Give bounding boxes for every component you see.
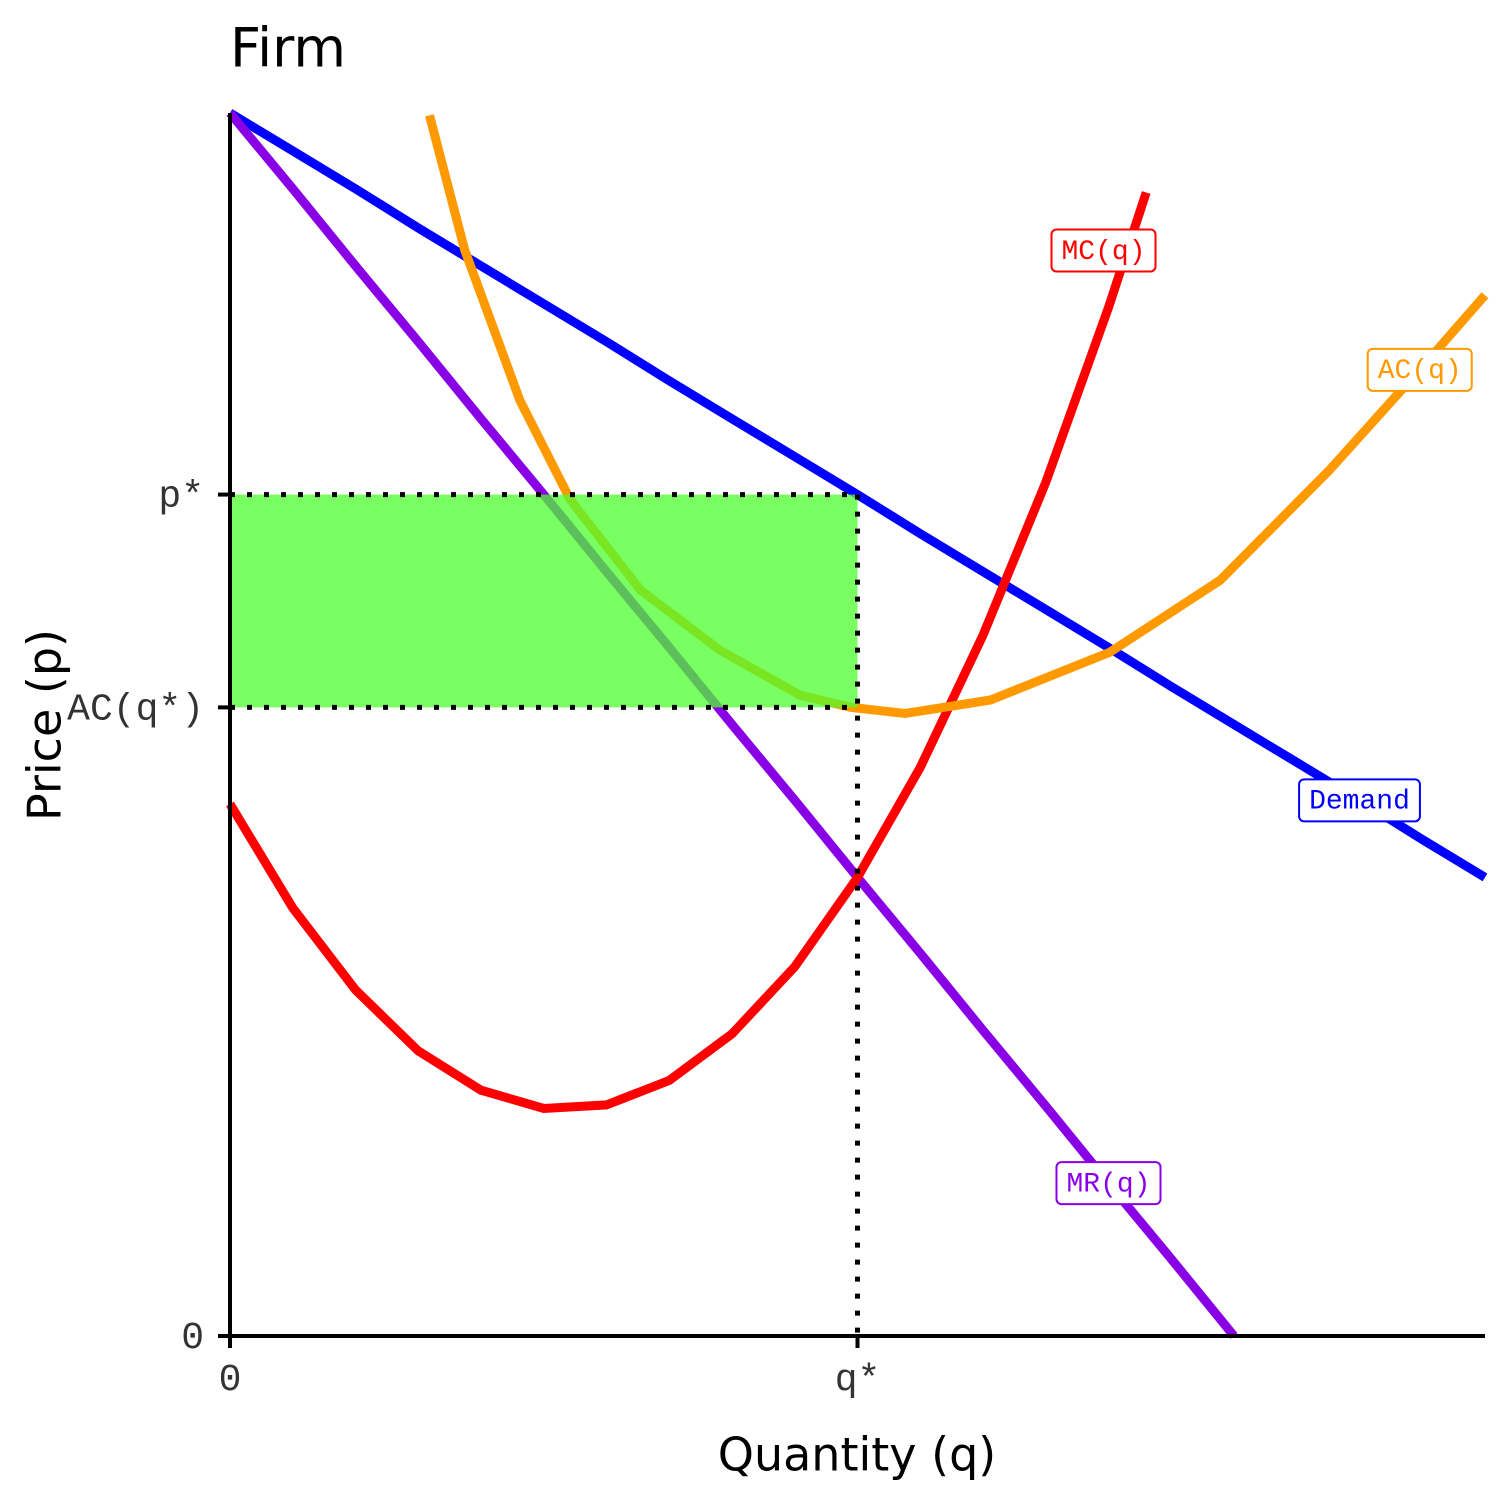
curve <box>425 114 1489 719</box>
series-label: MC(q) <box>1061 237 1145 268</box>
curve-label: Demand <box>1298 778 1421 823</box>
y-tick-label: 0 <box>181 1317 204 1360</box>
series-label: AC(q) <box>1378 356 1462 387</box>
guides <box>230 492 860 1336</box>
curve <box>226 191 1151 1114</box>
curve <box>226 110 1238 1339</box>
profit-area <box>230 494 858 708</box>
axes: 0 AC(q*) p* 0 q* <box>67 113 1485 1402</box>
y-axis-title: Price (p) <box>18 629 72 821</box>
series-label: MR(q) <box>1066 1170 1150 1201</box>
label-box <box>1366 347 1473 392</box>
y-tick-label: p* <box>158 476 204 519</box>
shade-layer <box>230 494 858 708</box>
x-tick-label: 0 <box>219 1359 242 1402</box>
x-axis-title: Quantity (q) <box>718 1428 997 1482</box>
label-box <box>1298 778 1421 823</box>
curve-label: MR(q) <box>1055 1161 1162 1206</box>
y-tick-label: AC(q*) <box>67 688 204 731</box>
label-box <box>1055 1161 1162 1206</box>
label-box <box>1050 228 1157 273</box>
curve-labels: Demand MR(q) MC(q) AC(q) <box>1050 228 1473 1206</box>
chart-title: Firm <box>230 17 346 80</box>
x-tick-label: q* <box>835 1359 881 1402</box>
curve-label: AC(q) <box>1366 347 1473 392</box>
curve-label: MC(q) <box>1050 228 1157 273</box>
curves <box>226 109 1489 1339</box>
series-label: Demand <box>1309 787 1410 818</box>
